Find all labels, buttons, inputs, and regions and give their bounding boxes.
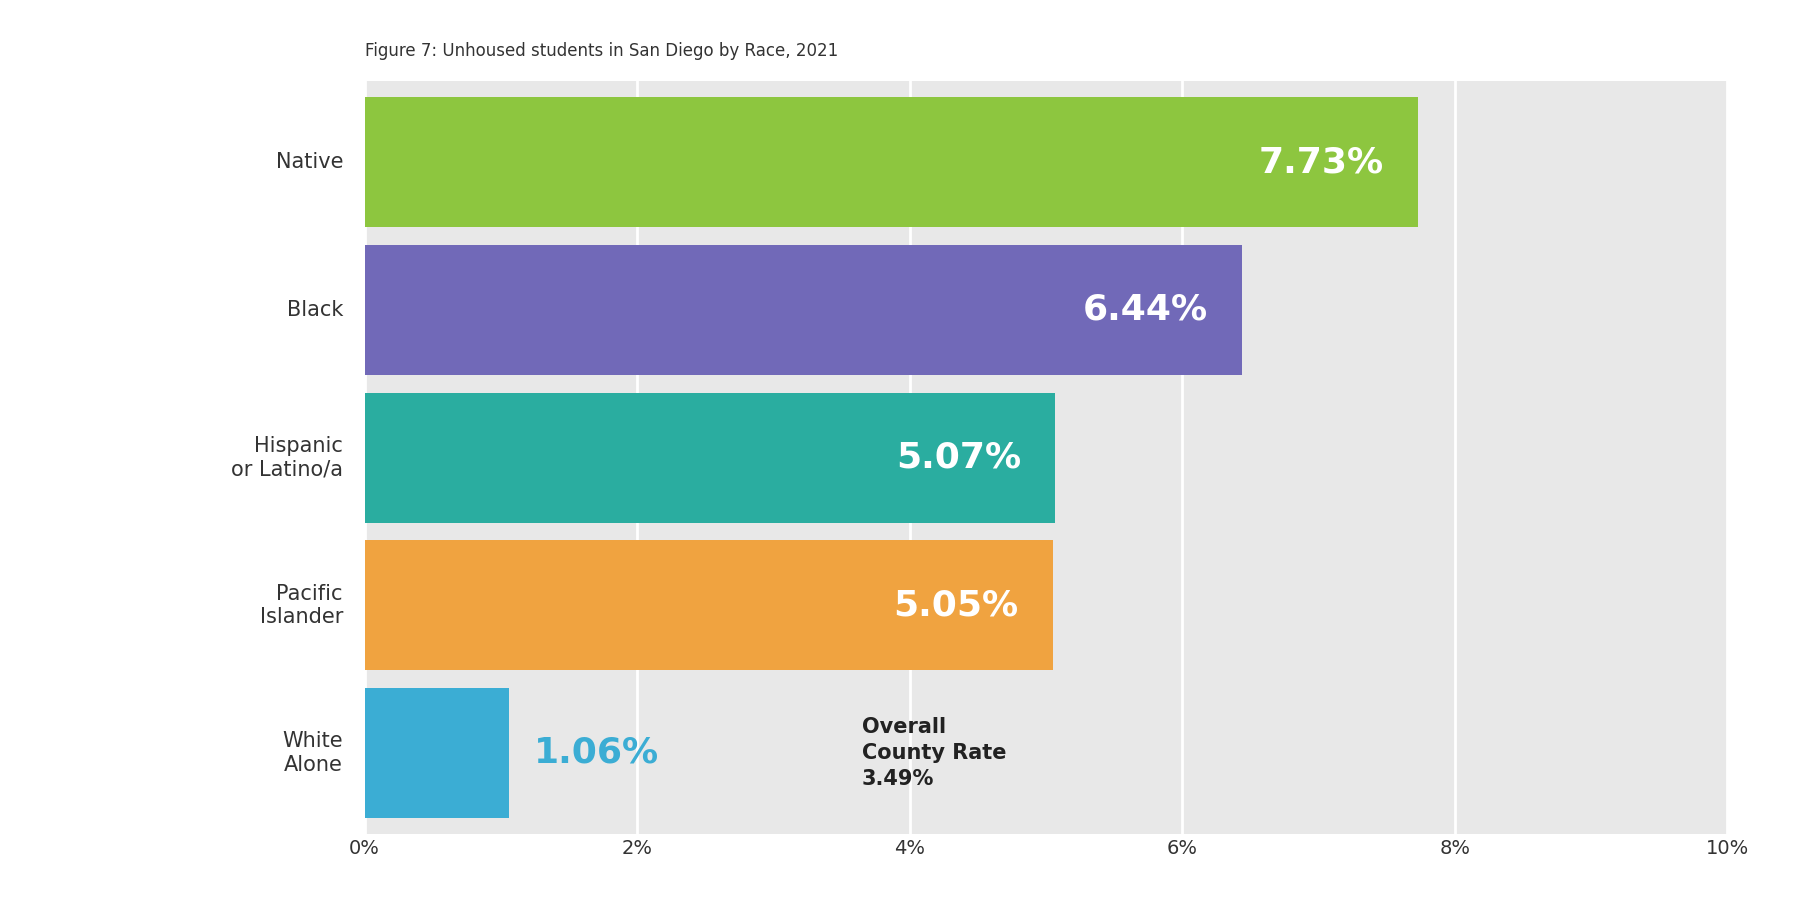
- Bar: [365, 245, 1242, 375]
- Bar: [365, 392, 1055, 523]
- Text: 5.05%: 5.05%: [893, 589, 1019, 622]
- Text: 7.73%: 7.73%: [1258, 145, 1384, 179]
- Text: 1.06%: 1.06%: [533, 736, 659, 770]
- Text: Figure 7: Unhoused students in San Diego by Race, 2021: Figure 7: Unhoused students in San Diego…: [365, 42, 837, 60]
- Text: 5.07%: 5.07%: [896, 441, 1021, 474]
- Bar: [365, 97, 1418, 227]
- Text: Overall
County Rate
3.49%: Overall County Rate 3.49%: [862, 716, 1006, 789]
- Text: 6.44%: 6.44%: [1084, 292, 1208, 327]
- Bar: [365, 688, 509, 818]
- Bar: [365, 540, 1053, 670]
